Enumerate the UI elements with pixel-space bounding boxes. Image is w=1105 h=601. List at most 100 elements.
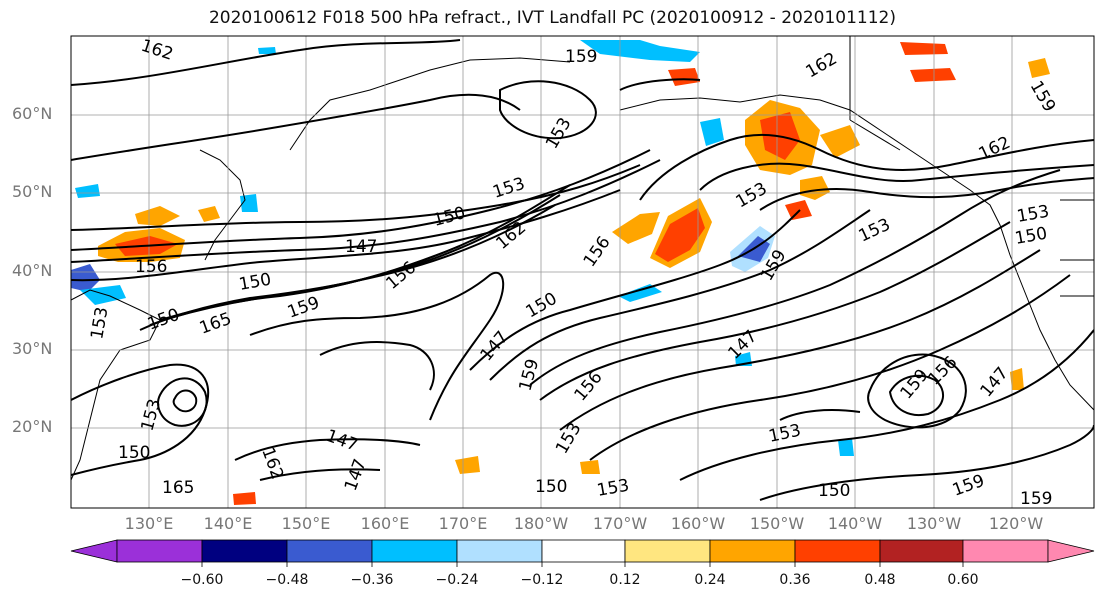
- contour-label: 159: [1020, 489, 1052, 509]
- colorbar-swatch: [541, 539, 626, 563]
- colorbar-swatch: [709, 539, 796, 563]
- contour-label: 153: [1015, 202, 1050, 227]
- shade-negative-blob: [71, 264, 100, 292]
- colorbar-tick-label: −0.24: [435, 572, 479, 588]
- shade-negative-blob: [700, 118, 724, 146]
- shade-positive-blob: [668, 68, 700, 86]
- contour-lines: [71, 39, 1094, 501]
- latitude-label: 20°N: [12, 417, 53, 436]
- longitude-label: 130°W: [906, 514, 962, 533]
- contour-label: 162: [138, 36, 175, 65]
- colorbar-tick-label: 0.48: [864, 572, 896, 588]
- contour-label: 153: [595, 476, 630, 501]
- colorbar-swatch: [371, 539, 458, 563]
- longitude-label: 170°W: [592, 514, 648, 533]
- colorbar-tick-label: 0.60: [947, 572, 979, 588]
- shade-positive-blob: [910, 68, 956, 82]
- shade-negative-blob: [838, 438, 854, 456]
- contour-label: 153: [856, 215, 894, 247]
- contour-label: 150: [431, 203, 468, 231]
- contour-label: 156: [580, 233, 615, 271]
- latitude-label: 50°N: [12, 182, 53, 201]
- shade-negative-blob: [75, 184, 100, 198]
- shade-negative-blob: [258, 47, 276, 54]
- gridlines: [71, 36, 1094, 508]
- contour-label: 159: [950, 471, 987, 501]
- longitude-label: 180°W: [513, 514, 569, 533]
- longitude-label: 170°E: [438, 514, 488, 533]
- colorbar-tick-label: −0.48: [265, 572, 309, 588]
- colorbar-tick-label: −0.12: [520, 572, 564, 588]
- shade-positive-blob: [135, 206, 180, 226]
- contour-label: 147: [345, 237, 377, 257]
- map-title: 2020100612 F018 500 hPa refract., IVT La…: [208, 8, 896, 28]
- contour-label: 165: [162, 478, 194, 498]
- colorbar-swatch: [116, 539, 203, 563]
- shade-positive-blob: [198, 206, 220, 222]
- contour-label: 162: [803, 49, 841, 83]
- colorbar-min-extension: [70, 539, 118, 563]
- contour-label: 153: [767, 421, 803, 447]
- colorbar-swatch: [794, 539, 881, 563]
- colorbar-swatch: [201, 539, 288, 563]
- latitude-label: 60°N: [12, 104, 53, 123]
- colorbar-swatch: [624, 539, 711, 563]
- colorbar-swatch: [879, 539, 964, 563]
- contour-label: 162: [976, 133, 1014, 165]
- contour-label: 159: [565, 47, 597, 67]
- colorbar-tick-label: 0.12: [609, 572, 641, 588]
- contour-label: 165: [197, 309, 234, 339]
- contour-label: 159: [1026, 78, 1060, 116]
- shade-positive-blob: [785, 200, 812, 220]
- colorbar-tick-label: 0.36: [779, 572, 811, 588]
- contour-label: 150: [118, 443, 150, 463]
- latitude-label: 40°N: [12, 261, 53, 280]
- colorbar-swatch: [456, 539, 543, 563]
- shade-positive-blob: [233, 492, 256, 505]
- contour-label: 159: [516, 357, 544, 394]
- longitude-label: 140°E: [203, 514, 253, 533]
- contour-label: 147: [724, 326, 761, 363]
- contour-label: 150: [145, 305, 182, 335]
- colorbar-tick-label: −0.36: [350, 572, 394, 588]
- contour-label: 153: [542, 114, 576, 152]
- contour-label: 150: [523, 289, 561, 323]
- contour-label: 156: [135, 257, 167, 277]
- longitude-label: 150°W: [749, 514, 805, 533]
- longitude-label: 140°W: [827, 514, 883, 533]
- shade-positive-blob: [580, 460, 600, 474]
- shade-positive-blob: [900, 42, 948, 55]
- contour-label: 150: [237, 270, 272, 295]
- contour-label: 147: [323, 426, 360, 456]
- shade-positive-blob: [612, 212, 660, 244]
- contour-label: 150: [818, 481, 850, 501]
- contour-label: 150: [1013, 224, 1048, 249]
- longitude-label: 160°W: [670, 514, 726, 533]
- longitude-label: 130°E: [124, 514, 174, 533]
- latitude-label: 30°N: [12, 339, 53, 358]
- shade-negative-blob: [580, 40, 700, 62]
- contour-label: 150: [535, 477, 567, 497]
- shade-positive-blob: [800, 176, 830, 200]
- contour-label: 153: [87, 305, 112, 340]
- contour-label: 162: [257, 445, 287, 482]
- map-frame: [70, 35, 1095, 509]
- contour-label: 153: [552, 419, 586, 457]
- longitude-label: 160°E: [360, 514, 410, 533]
- longitude-label: 150°E: [281, 514, 331, 533]
- longitude-label: 120°W: [988, 514, 1044, 533]
- contour-label: 147: [341, 456, 371, 493]
- colorbar-swatch: [286, 539, 373, 563]
- contour-label: 147: [977, 363, 1013, 401]
- colorbar-max-extension: [1047, 539, 1095, 563]
- colorbar-tick-label: 0.24: [694, 572, 726, 588]
- coastlines: [71, 36, 1094, 481]
- contour-label: 153: [490, 174, 527, 203]
- shade-positive-blob: [1010, 368, 1024, 390]
- shade-positive-blob: [820, 125, 860, 158]
- colorbar-tick-label: −0.60: [180, 572, 224, 588]
- colorbar: [70, 539, 1095, 567]
- shade-negative-blob: [618, 284, 662, 302]
- shade-positive-blob: [1028, 58, 1050, 78]
